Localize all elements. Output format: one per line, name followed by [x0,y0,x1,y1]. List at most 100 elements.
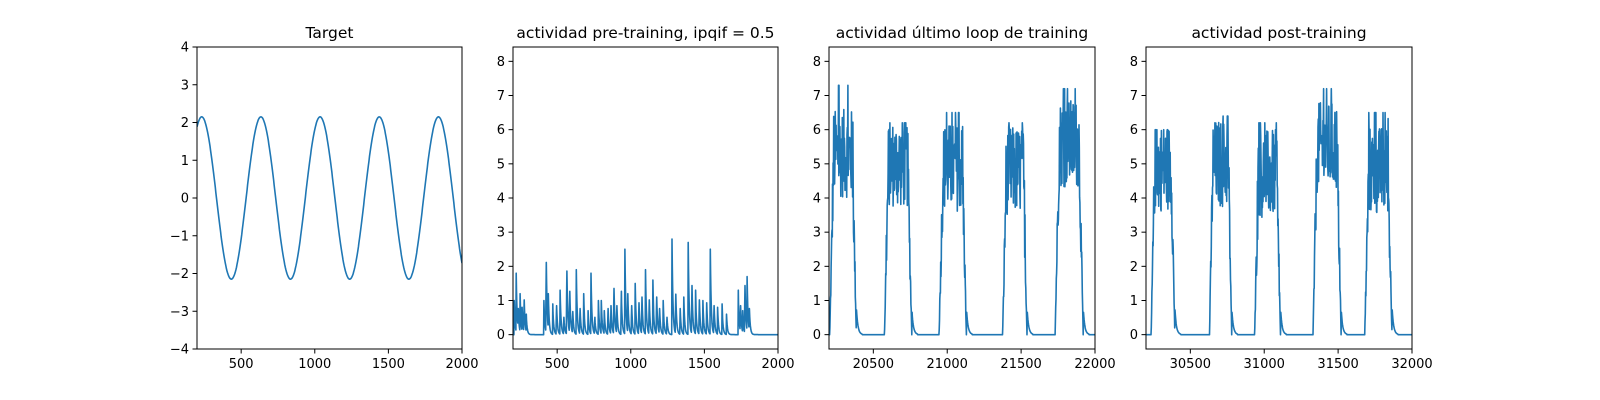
y-tick-label: 4 [181,41,189,56]
x-tick-label: 31000 [1244,357,1285,372]
y-tick: 1 [181,154,197,169]
y-tick-label: −2 [170,267,189,282]
y-tick: 5 [497,157,513,172]
y-tick-label: 0 [1130,328,1138,343]
y-tick: 7 [497,89,513,104]
x-tick: 21500 [1000,349,1042,372]
y-tick: 8 [813,55,829,70]
y-tick-label: 2 [1130,260,1138,275]
y-tick: 5 [813,157,829,172]
x-tick: 500 [229,349,254,372]
x-tick: 2000 [445,349,479,372]
y-tick-label: 7 [1130,89,1138,104]
y-tick-label: 3 [497,226,505,241]
x-tick-label: 2000 [445,357,478,372]
y-tick-label: 1 [181,154,189,169]
x-tick: 31000 [1244,349,1285,372]
y-tick: 2 [497,260,513,275]
y-tick: 2 [813,260,829,275]
y-tick-label: 3 [813,226,821,241]
y-tick: 0 [181,192,197,207]
y-tick: 4 [1130,192,1146,207]
y-tick: 4 [181,41,197,56]
x-tick-label: 1000 [298,357,331,372]
x-tick-label: 30500 [1170,357,1211,372]
x-tick-label: 500 [229,357,254,372]
x-tick: 500 [545,349,570,372]
x-tick: 1000 [614,349,647,372]
x-tick-label: 21000 [927,357,968,372]
y-tick: 6 [1130,123,1146,138]
x-tick-label: 20500 [853,357,894,372]
y-tick-label: 2 [181,116,189,131]
y-tick-label: 6 [1130,123,1138,138]
y-tick: 7 [813,89,829,104]
y-tick-label: 4 [497,192,505,207]
x-tick-label: 32000 [1391,357,1432,372]
y-tick-label: 0 [813,328,821,343]
subplot-title: actividad pre-training, ipqif = 0.5 [516,24,774,42]
y-tick: 4 [813,192,829,207]
x-tick: 30500 [1170,349,1211,372]
series-line [513,238,778,336]
x-tick-label: 21500 [1000,357,1041,372]
subplot-3: actividad último loop de training 20500 21… [813,24,1116,372]
y-tick: −1 [170,229,197,244]
x-tick-label: 22000 [1074,357,1115,372]
y-tick-label: 8 [497,55,505,70]
y-tick: −4 [170,343,197,358]
y-tick: 1 [1130,294,1146,309]
axes-frame [196,46,463,350]
y-tick-label: 5 [813,157,821,172]
x-tick-label: 1000 [614,357,647,372]
x-tick: 20500 [853,349,894,372]
x-tick-label: 31500 [1317,357,1358,372]
axes-frame [1145,46,1413,350]
subplot-title: actividad último loop de training [836,24,1088,42]
axes-frame [828,46,1096,350]
series-line [197,116,462,280]
y-tick-label: 0 [181,192,189,207]
subplot-title: Target [305,24,354,42]
subplot-title: actividad post-training [1191,24,1366,42]
y-tick-label: −4 [170,343,189,358]
y-tick: 0 [1130,328,1146,343]
y-tick-label: 4 [1130,192,1138,207]
x-tick: 1500 [372,349,405,372]
y-tick: 2 [181,116,197,131]
x-tick: 31500 [1317,349,1359,372]
y-tick: 3 [813,226,829,241]
x-tick-label: 500 [545,357,570,372]
y-tick: 0 [497,328,513,343]
x-tick: 2000 [761,349,795,372]
x-tick-label: 1500 [688,357,721,372]
y-tick: 7 [1130,89,1146,104]
y-tick-label: 8 [813,55,821,70]
series-line [829,84,1095,336]
y-tick-label: 0 [497,328,505,343]
y-tick-label: 6 [497,123,505,138]
x-tick: 1000 [298,349,331,372]
y-tick: 3 [181,78,197,93]
y-tick-label: 5 [1130,157,1138,172]
x-tick: 1500 [688,349,721,372]
x-tick: 32000 [1391,349,1433,372]
x-tick-label: 1500 [372,357,405,372]
y-tick-label: 2 [497,260,505,275]
x-tick: 22000 [1074,349,1116,372]
y-tick-label: −1 [170,229,189,244]
series-line [1146,87,1412,336]
y-tick-label: 4 [813,192,821,207]
y-tick-label: 5 [497,157,505,172]
y-tick: 6 [497,123,513,138]
y-tick: 2 [1130,260,1146,275]
y-tick-label: 3 [1130,226,1138,241]
y-tick-label: 8 [1130,55,1138,70]
y-tick: 1 [497,294,513,309]
y-tick-label: −3 [170,305,189,320]
y-tick-label: 6 [813,123,821,138]
